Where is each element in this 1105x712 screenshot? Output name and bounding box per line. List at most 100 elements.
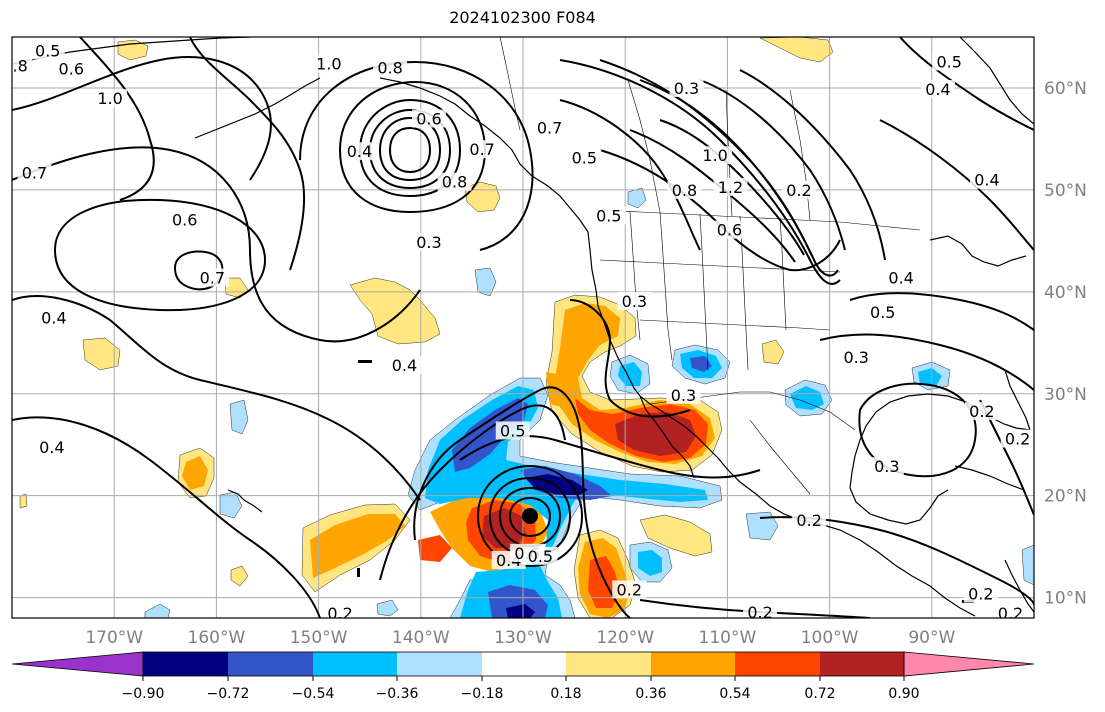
contour-label-5: 0.6 bbox=[172, 210, 197, 229]
colorbar: −0.90 −0.72 −0.54 −0.36 −0.18 0.18 0.36 0.54 0.7… bbox=[11, 651, 1035, 702]
lon-label-7: 100°W bbox=[801, 628, 859, 648]
contour-label-bg-9 bbox=[311, 54, 346, 73]
shaded-fields bbox=[19, 37, 1034, 618]
contour-label-bg-16 bbox=[567, 148, 602, 167]
contour-label-46: 0.2 bbox=[998, 604, 1023, 623]
coast-hudson bbox=[959, 37, 1034, 125]
contour-label-23: 0.2 bbox=[786, 181, 811, 200]
shade-pos-16 bbox=[310, 514, 405, 578]
colorbar-tick-label-7: 0.54 bbox=[719, 686, 750, 702]
colorbar-bin-3 bbox=[313, 652, 397, 676]
contour-pac-wave-5 bbox=[79, 37, 155, 201]
contour-east-4 bbox=[879, 119, 1034, 251]
coast-hawaii bbox=[227, 489, 263, 513]
contour-label-bg-2 bbox=[12, 56, 33, 75]
shade-neg-11 bbox=[474, 267, 497, 297]
contour-jet-9 bbox=[559, 99, 701, 251]
border-states-4 bbox=[739, 215, 749, 371]
shade-neg-5 bbox=[745, 511, 779, 541]
coastlines bbox=[12, 37, 1034, 617]
contour-ak-low-3 bbox=[378, 116, 442, 182]
colorbar-bin-5 bbox=[482, 652, 566, 676]
contour-label-bg-1 bbox=[54, 59, 89, 78]
coast-florida bbox=[1004, 369, 1031, 431]
contour-label-bg-24 bbox=[932, 52, 967, 71]
contour-label-42: 0.2 bbox=[617, 580, 642, 599]
contour-label-36: 0.3 bbox=[671, 386, 696, 405]
contour-labels: 0.50.6.81.00.70.60.70.40.41.0 0.80.60.4 0.… bbox=[12, 41, 1034, 623]
latitude-labels: 60°N 50°N 40°N 30°N 20°N 10°N bbox=[1044, 79, 1087, 609]
contour-label-bg-20 bbox=[667, 180, 702, 199]
contour-label-bg-36 bbox=[666, 385, 701, 404]
contour-label-bg-18 bbox=[669, 78, 704, 97]
contour-cyclone-1 bbox=[508, 496, 552, 538]
lat-label-2: 40°N bbox=[1044, 283, 1087, 303]
contour-label-bg-4 bbox=[17, 163, 52, 182]
contour-label-bg-13 bbox=[465, 140, 500, 159]
border-mexico-states bbox=[749, 419, 811, 495]
contour-label-bg-26 bbox=[969, 170, 1004, 189]
contour-label-bg-33 bbox=[411, 232, 446, 251]
shade-neg-17 bbox=[790, 386, 824, 410]
contour-label-bg-38 bbox=[792, 511, 827, 530]
shade-pos-10 bbox=[639, 514, 713, 557]
colorbar-tick-label-1: −0.72 bbox=[207, 686, 250, 702]
contour-label-35: 0.4 bbox=[392, 356, 417, 375]
contour-label-bg-21 bbox=[713, 177, 748, 196]
shade-pos-5 bbox=[82, 337, 121, 371]
contour-label-bg-30 bbox=[964, 402, 999, 421]
contour-label-bg-46 bbox=[993, 603, 1028, 618]
colorbar-tick-label-6: 0.36 bbox=[635, 686, 666, 702]
contour-label-bg-45 bbox=[963, 584, 998, 603]
lon-label-3: 140°W bbox=[392, 628, 450, 648]
lat-label-5: 10°N bbox=[1044, 589, 1087, 609]
contour-label-bg-34 bbox=[617, 291, 652, 310]
contour-label-30: 0.2 bbox=[969, 402, 994, 421]
contour-label-bg-41 bbox=[523, 546, 558, 565]
contour-label-13: 0.7 bbox=[469, 140, 494, 159]
contour-label-43: 0.2 bbox=[747, 603, 772, 622]
shade-neg-10 bbox=[376, 599, 399, 617]
contour-label-20: 0.8 bbox=[672, 181, 697, 200]
longitude-labels: 170°W 160°W 150°W 140°W 130°W 120°W 110°W 100°W… bbox=[85, 628, 955, 648]
contour-label-27: 0.4 bbox=[888, 269, 913, 288]
contour-label-7: 0.4 bbox=[41, 308, 66, 327]
contour-label-bg-10 bbox=[373, 58, 408, 77]
shade-neg-24 bbox=[690, 356, 712, 372]
contour-pac-wave-1 bbox=[12, 146, 421, 343]
contour-ak-low-6 bbox=[299, 60, 534, 251]
contour-pac-wave-2 bbox=[12, 295, 421, 501]
colorbar-tick-label-9: 0.90 bbox=[888, 686, 919, 702]
contour-label-15: 0.7 bbox=[537, 119, 562, 138]
colorbar-tick-label-2: −0.54 bbox=[292, 686, 335, 702]
contour-label-41: 0.5 bbox=[528, 547, 553, 566]
contour-lines bbox=[12, 37, 1034, 618]
map-title: 2024102300 F084 bbox=[449, 8, 596, 27]
shade-pos-26 bbox=[482, 508, 526, 548]
contour-label-3: 1.0 bbox=[97, 89, 122, 108]
coast-baja bbox=[639, 395, 695, 479]
shade-pos-11 bbox=[19, 493, 28, 509]
shade-pos-24 bbox=[418, 535, 452, 562]
contour-label-bg-27 bbox=[884, 268, 919, 287]
lat-label-3: 30°N bbox=[1044, 385, 1087, 405]
contour-label-25: 0.4 bbox=[925, 80, 950, 99]
colorbar-extend-high bbox=[903, 651, 1035, 677]
contour-label-bg-22 bbox=[712, 220, 747, 239]
contour-label-38: 0.2 bbox=[796, 511, 821, 530]
shade-neg-18 bbox=[638, 550, 662, 576]
contour-label-bg-19 bbox=[698, 146, 733, 165]
contour-ak-low-1 bbox=[358, 98, 462, 198]
contour-jet-6 bbox=[599, 149, 841, 272]
dash-marker-2 bbox=[357, 568, 360, 577]
lon-label-1: 160°W bbox=[188, 628, 246, 648]
contour-jet-7 bbox=[699, 79, 846, 251]
contour-label-14: 0.8 bbox=[442, 173, 467, 192]
shade-neg-14 bbox=[1021, 544, 1034, 586]
cyclone-center-marker bbox=[522, 508, 538, 524]
contour-label-bg-29 bbox=[839, 348, 874, 367]
coast-aleutians bbox=[194, 77, 321, 139]
coast-cuba bbox=[954, 465, 1025, 491]
colorbar-bin-2 bbox=[228, 652, 313, 676]
contour-label-bg-11 bbox=[411, 109, 446, 128]
